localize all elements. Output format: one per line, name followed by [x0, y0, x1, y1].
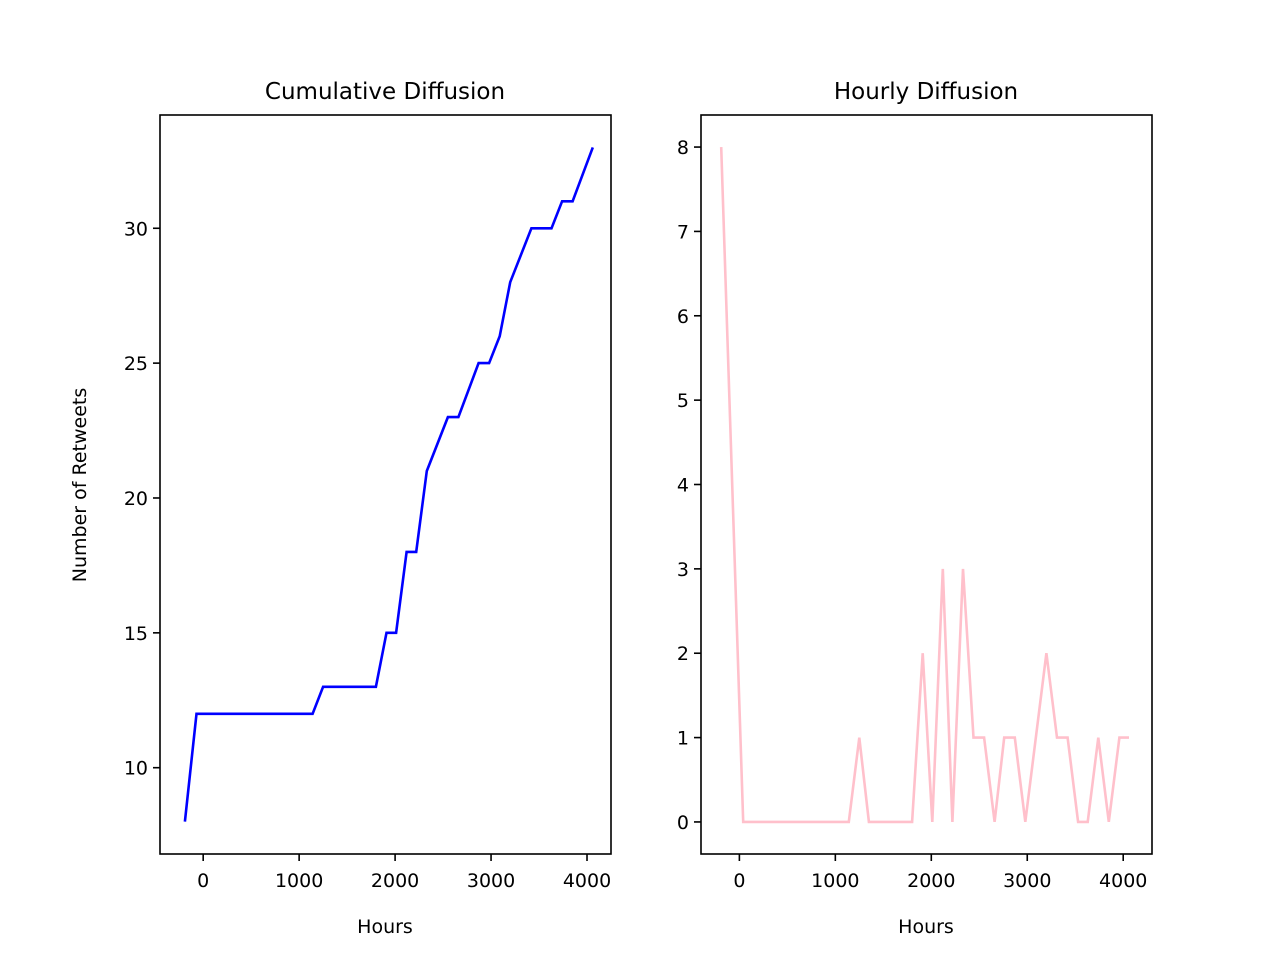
x-axis-label: Hours	[898, 916, 954, 938]
x-tick-label: 2000	[907, 870, 955, 892]
x-tick-label: 0	[197, 870, 209, 892]
y-tick-label: 10	[124, 758, 148, 780]
chart-title: Cumulative Diffusion	[265, 79, 505, 105]
y-tick-label: 7	[677, 221, 689, 243]
y-tick-label: 25	[124, 353, 148, 375]
plot-area	[719, 147, 1129, 824]
x-axis: 0 1000 2000 3000 4000	[733, 854, 1147, 892]
x-tick-label: 2000	[371, 870, 419, 892]
x-axis: 0 1000 2000 3000 4000	[197, 854, 611, 892]
y-tick-label: 8	[677, 137, 689, 159]
x-tick-label: 3000	[467, 870, 515, 892]
series-line	[183, 146, 595, 822]
y-tick-label: 6	[677, 306, 689, 328]
y-tick-label: 20	[124, 488, 148, 510]
series-line	[719, 147, 1129, 824]
y-axis-label: Number of Retweets	[69, 388, 91, 582]
hourly-diffusion-chart: Hourly Diffusion 0 1000 2000 3000 4000 0 1 2 3 4…	[677, 79, 1153, 938]
cumulative-diffusion-chart: Cumulative Diffusion 0 1000 2000 3000 4000 1…	[69, 79, 612, 938]
y-tick-label: 5	[677, 390, 689, 412]
y-axis: 10 15 20 25 30	[124, 218, 160, 780]
x-tick-label: 1000	[275, 870, 323, 892]
x-tick-label: 0	[733, 870, 745, 892]
y-tick-label: 0	[677, 812, 689, 834]
y-tick-label: 30	[124, 218, 148, 240]
x-axis-label: Hours	[357, 916, 413, 938]
chart-title: Hourly Diffusion	[834, 79, 1018, 105]
y-tick-label: 1	[677, 728, 689, 750]
y-axis: 0 1 2 3 4 5 6 7 8	[677, 137, 701, 834]
x-tick-label: 4000	[563, 870, 611, 892]
y-tick-label: 15	[124, 623, 148, 645]
x-tick-label: 3000	[1003, 870, 1051, 892]
y-tick-label: 4	[677, 475, 689, 497]
axes-frame	[159, 114, 612, 855]
y-tick-label: 2	[677, 643, 689, 665]
x-tick-label: 4000	[1099, 870, 1147, 892]
x-tick-label: 1000	[811, 870, 859, 892]
y-tick-label: 3	[677, 559, 689, 581]
plot-area	[183, 146, 595, 822]
